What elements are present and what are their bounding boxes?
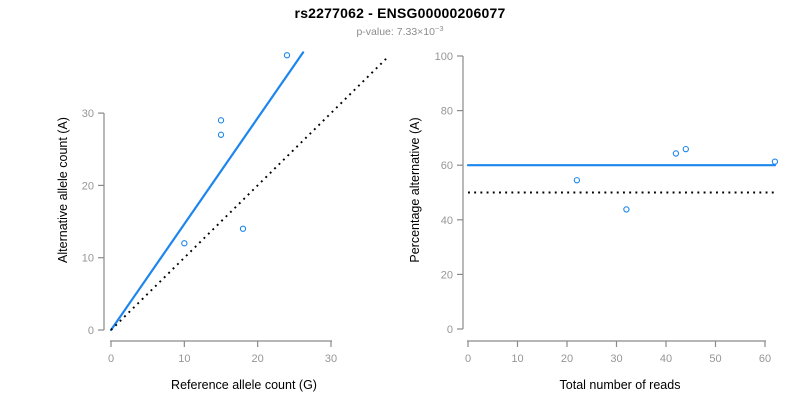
fit-line bbox=[109, 51, 305, 332]
y-tick-label: 0 bbox=[447, 324, 453, 336]
data-point bbox=[623, 206, 630, 213]
figure-subtitle: p-value: 7.33×10−3 bbox=[0, 24, 800, 38]
y-tick-label: 80 bbox=[441, 106, 453, 118]
x-tick-label: 10 bbox=[178, 353, 190, 365]
y-tick-label: 40 bbox=[441, 215, 453, 227]
y-tick-label: 30 bbox=[82, 108, 94, 120]
data-point bbox=[771, 158, 779, 165]
data-point bbox=[672, 150, 680, 157]
x-tick-label: 10 bbox=[511, 353, 523, 365]
y-tick-label: 100 bbox=[435, 51, 453, 63]
x-tick-label: 40 bbox=[660, 353, 672, 365]
data-point bbox=[573, 177, 581, 184]
x-axis-title: Reference allele count (G) bbox=[171, 378, 317, 392]
figure-title: rs2277062 - ENSG00000206077 bbox=[294, 5, 506, 21]
pvalue-exponent: −3 bbox=[434, 24, 444, 33]
x-tick-label: 60 bbox=[759, 353, 771, 365]
data-point bbox=[217, 117, 225, 124]
y-tick-label: 0 bbox=[88, 325, 94, 337]
pvalue-text: p-value: 7.33×10 bbox=[356, 26, 435, 38]
y-tick-label: 20 bbox=[441, 269, 453, 281]
identity-line bbox=[110, 56, 389, 331]
x-tick-label: 30 bbox=[610, 353, 622, 365]
x-axis-title: Total number of reads bbox=[560, 378, 681, 392]
data-point bbox=[239, 225, 247, 232]
x-tick-label: 20 bbox=[252, 353, 264, 365]
x-tick-label: 0 bbox=[108, 353, 114, 365]
y-axis-title: Percentage alternative (A) bbox=[408, 117, 422, 262]
data-point bbox=[682, 145, 689, 153]
x-tick-label: 30 bbox=[325, 353, 337, 365]
x-tick-label: 0 bbox=[465, 353, 471, 365]
data-point bbox=[181, 240, 188, 247]
data-point bbox=[217, 131, 225, 138]
x-tick-label: 50 bbox=[709, 353, 721, 365]
y-axis-title: Alternative allele count (A) bbox=[56, 117, 70, 263]
data-point bbox=[283, 52, 291, 59]
y-tick-label: 10 bbox=[82, 253, 94, 265]
y-tick-label: 60 bbox=[441, 160, 453, 172]
x-tick-label: 20 bbox=[561, 353, 573, 365]
y-tick-label: 20 bbox=[82, 180, 94, 192]
